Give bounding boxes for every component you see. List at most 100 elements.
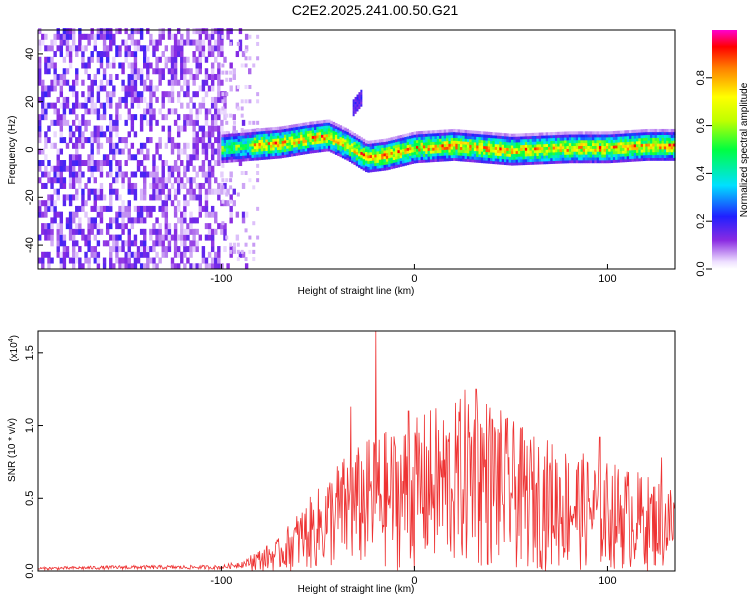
heatmap-cell [522,156,526,160]
heatmap-cell [47,102,51,109]
heatmap-cell [115,257,119,264]
heatmap-cell [374,162,377,167]
heatmap-cell [337,132,340,136]
heatmap-cell [109,125,113,132]
heatmap-cell [96,142,101,149]
heatmap-cell [587,145,590,149]
heatmap-cell [84,251,88,258]
heatmap-cell [381,167,384,171]
heatmap-cell [149,246,153,253]
heatmap-cell [121,79,125,86]
heatmap-cell [612,156,616,161]
heatmap-cell [580,139,584,144]
heatmap-cell [311,127,315,131]
heatmap-cell [183,171,187,178]
heatmap-cell [497,152,500,156]
heatmap-cell [436,144,440,148]
heatmap-cell [527,161,530,165]
heatmap-cell [492,140,495,145]
heatmap-cell [598,160,602,164]
heatmap-cell [439,141,442,145]
heatmap-cell [84,240,88,247]
heatmap-cell [443,146,447,150]
heatmap-cell [344,156,347,160]
heatmap-cell [201,257,206,264]
heatmap-cell [173,188,178,195]
heatmap-cell [608,139,611,144]
heatmap-cell [594,142,597,147]
heatmap-cell [355,154,359,158]
heatmap-cell [127,211,131,218]
heatmap-cell [529,135,533,140]
heatmap-cell [210,45,215,52]
heatmap-cell [50,223,54,230]
heatmap-cell [297,143,301,147]
heatmap-cell [557,151,560,156]
heatmap-cell [87,257,91,264]
heatmap-cell [99,160,104,167]
heatmap-cell [143,171,147,178]
heatmap-cell [226,188,230,195]
heatmap-cell [311,150,315,154]
heatmap-cell [392,153,396,158]
heatmap-cell [189,217,193,224]
heatmap-cell [383,161,387,165]
heatmap-cell [267,147,271,151]
heatmap-cell [578,137,581,141]
heatmap-cell [355,160,359,164]
heatmap-cell [341,146,345,150]
heatmap-cell [217,251,221,258]
heatmap-cell [78,28,82,35]
heatmap-cell [139,114,144,121]
heatmap-cell [645,146,648,150]
heatmap-cell [152,51,156,58]
heatmap-cell [605,145,609,149]
heatmap-cell [248,56,252,61]
heatmap-cell [480,151,484,155]
heatmap-cell [263,142,266,146]
heatmap-cell [105,240,110,247]
heatmap-cell [121,228,125,235]
heatmap-cell [221,145,224,149]
heatmap-cell [360,137,363,141]
heatmap-cell [283,134,287,138]
heatmap-cell [62,68,67,75]
heatmap-cell [661,128,665,133]
heatmap-cell [217,246,221,253]
heatmap-cell [244,33,249,40]
heatmap-cell [598,157,602,161]
heatmap-cell [381,144,384,148]
heatmap-cell [633,158,637,162]
heatmap-cell [293,138,296,142]
heatmap-cell [411,143,414,147]
heatmap-cell [473,130,477,134]
heatmap-cell [459,149,463,153]
heatmap-cell [167,28,172,35]
heatmap-cell [626,138,630,142]
heatmap-cell [99,125,104,132]
heatmap-cell [388,140,391,144]
heatmap-cell [204,194,209,201]
heatmap-cell [183,205,187,212]
heatmap-cell [300,146,303,150]
heatmap-cell [105,171,110,178]
heatmap-cell [360,165,363,170]
heatmap-cell [96,240,101,247]
heatmap-cell [44,200,48,207]
heatmap-cell [286,134,289,138]
heatmap-cell [659,131,662,136]
heatmap-cell [260,130,264,135]
heatmap-cell [466,158,470,162]
heatmap-cell [71,91,76,98]
heatmap-cell [217,73,221,80]
heatmap-cell [207,73,212,80]
heatmap-cell [638,138,641,142]
heatmap-cell [258,128,262,132]
heatmap-cell [41,91,45,98]
heatmap-cell [102,160,107,167]
heatmap-cell [582,145,586,149]
heatmap-cell [647,134,651,138]
heatmap-cell [589,160,593,164]
heatmap-cell [223,234,227,241]
heatmap-cell [152,177,156,184]
